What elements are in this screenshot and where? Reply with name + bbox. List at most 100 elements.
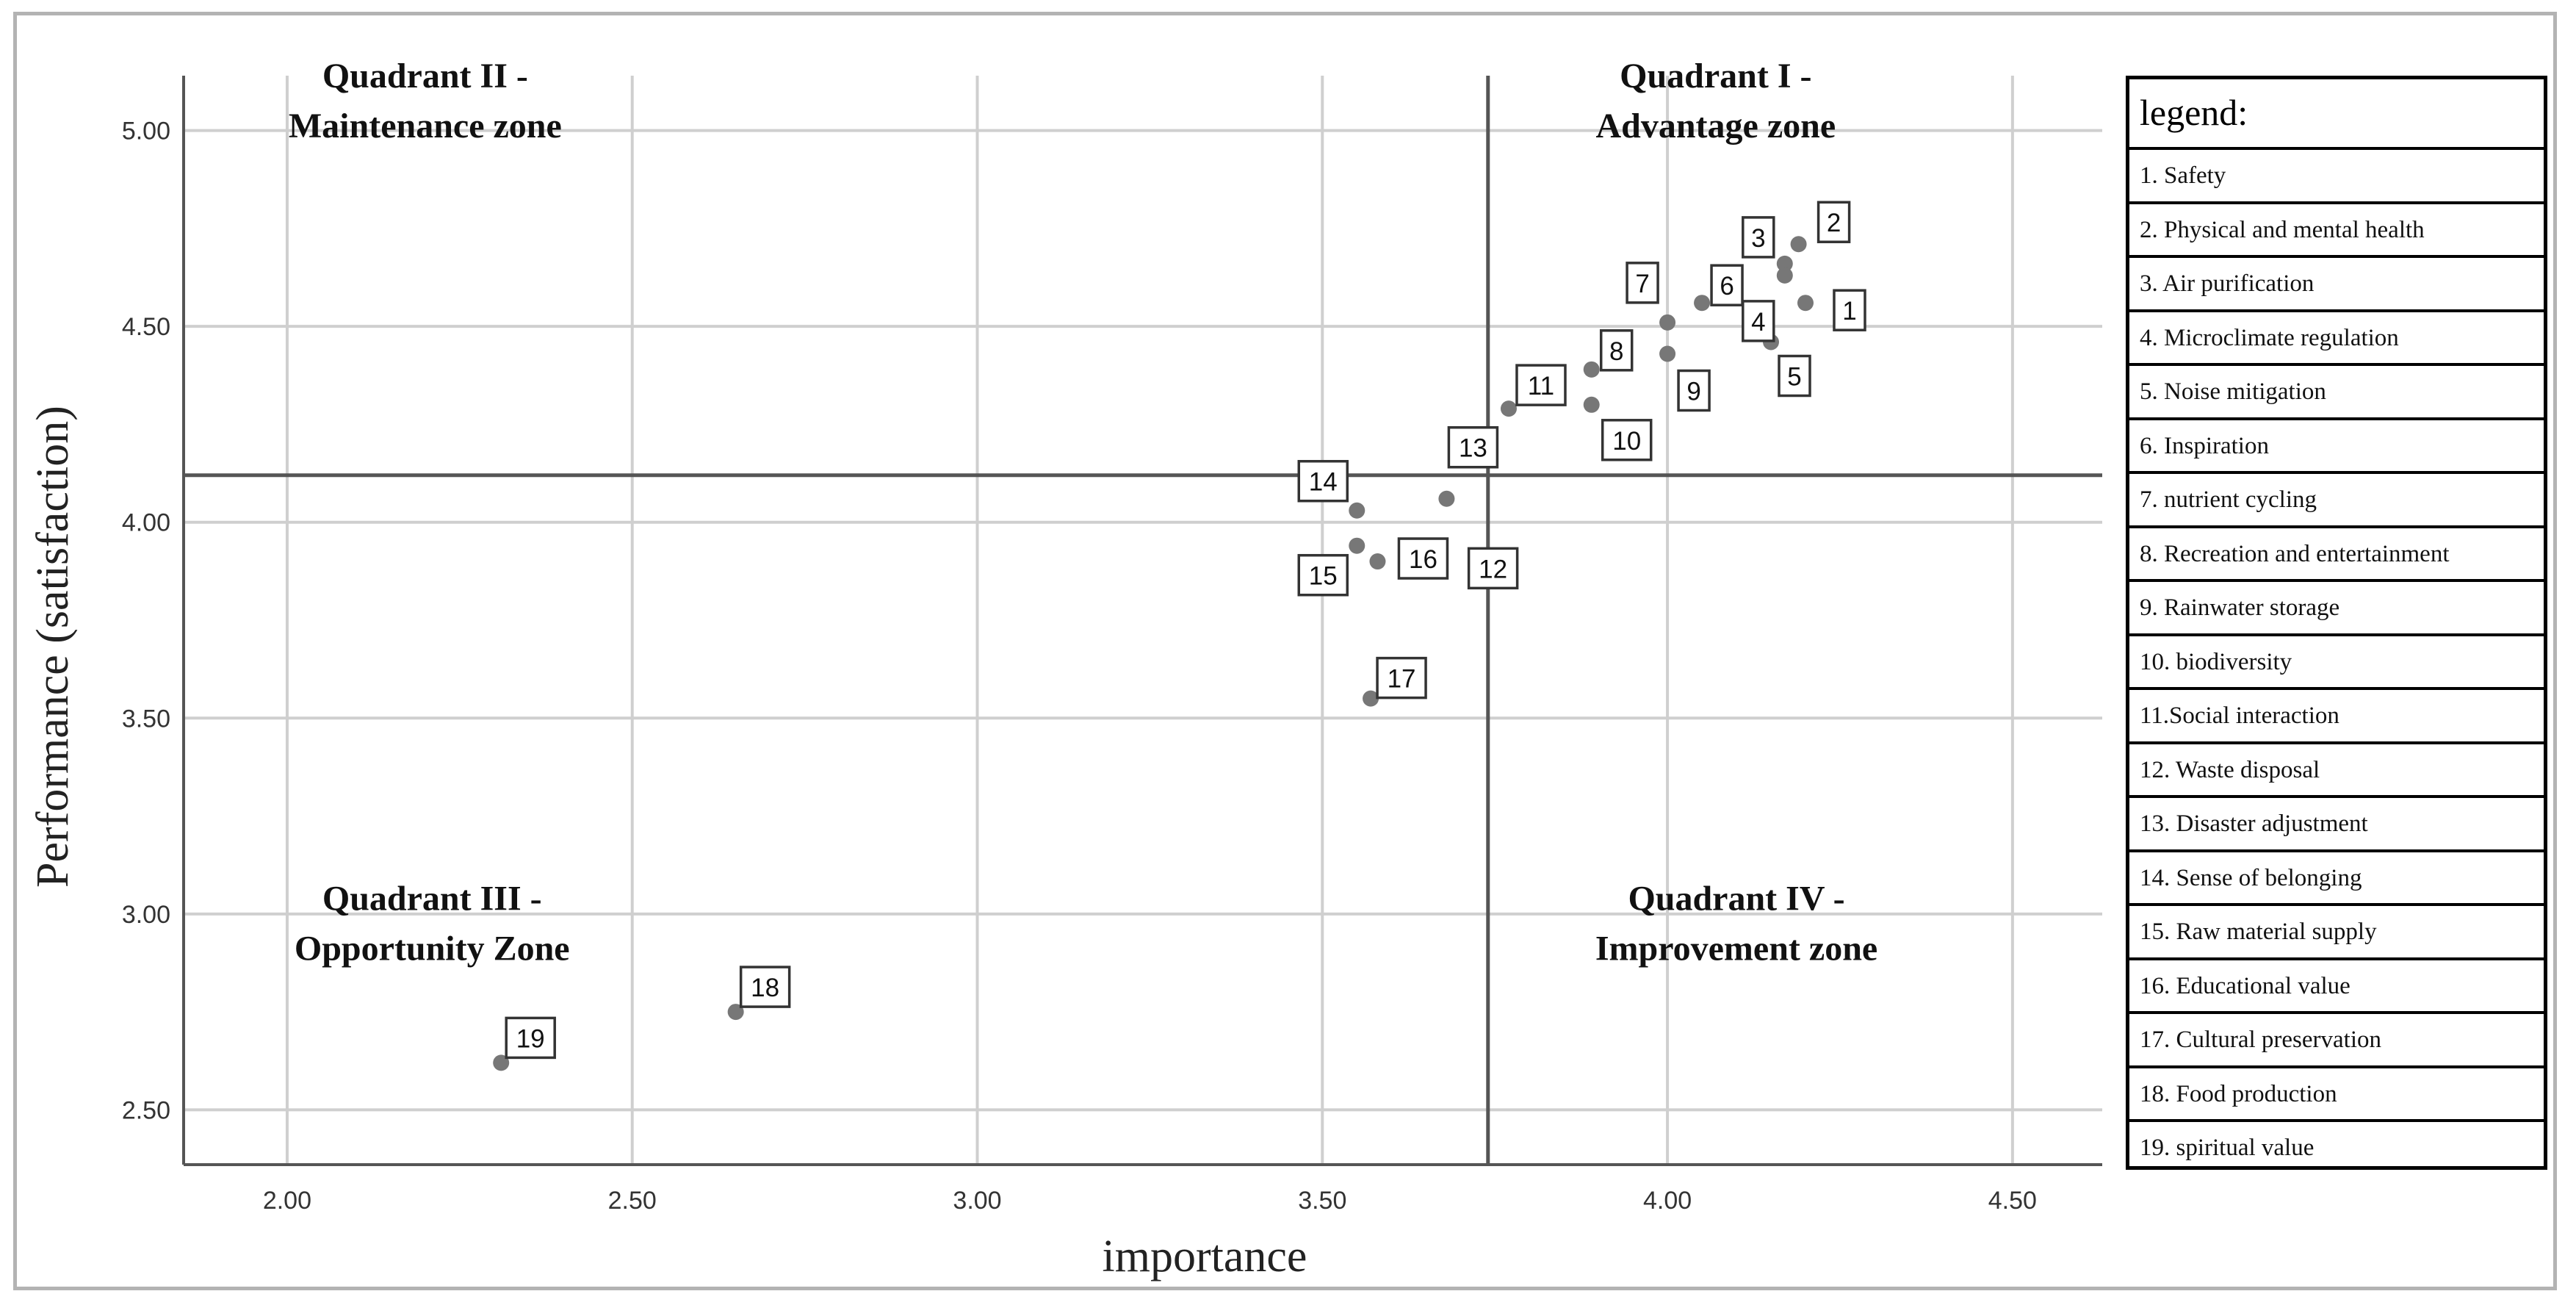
y-tick-label: 4.50 [122, 313, 170, 341]
grid [184, 76, 2102, 1165]
x-tick-label: 4.50 [1988, 1187, 2037, 1215]
quadrant-label-q3: Opportunity Zone [295, 929, 570, 968]
quadrant-label-q2: Maintenance zone [289, 107, 562, 145]
x-tick-label: 4.00 [1643, 1187, 1692, 1215]
data-point [1583, 361, 1600, 378]
point-label-text: 17 [1388, 665, 1416, 694]
legend-item: 8. Recreation and entertainment [2129, 528, 2544, 582]
data-point [1659, 345, 1676, 362]
data-point [1349, 537, 1365, 554]
mean-lines [184, 76, 2102, 1165]
x-tick-label: 2.00 [263, 1187, 311, 1215]
point-label: 1 [1833, 289, 1866, 331]
point-label-text: 13 [1459, 434, 1487, 463]
legend-item: 11.Social interaction [2129, 690, 2544, 744]
point-label-text: 19 [516, 1024, 545, 1053]
point-label-box [1816, 201, 1851, 243]
y-tick-label: 3.00 [122, 901, 170, 929]
legend-item: 1. Safety [2129, 150, 2544, 204]
point-label-text: 6 [1720, 272, 1733, 301]
point-label-box [1467, 547, 1519, 590]
point-label: 7 [1626, 262, 1659, 304]
point-label: 17 [1376, 656, 1427, 700]
point-label: 19 [505, 1016, 556, 1060]
legend-item: 7. nutrient cycling [2129, 474, 2544, 528]
point-label-box [1376, 656, 1427, 700]
legend-item: 18. Food production [2129, 1068, 2544, 1122]
legend-item: 5. Noise mitigation [2129, 366, 2544, 420]
point-label-text: 4 [1751, 308, 1765, 337]
point-label-text: 7 [1635, 270, 1649, 298]
quadrant-label-q4: Quadrant IV - [1628, 879, 1844, 918]
point-label-box [1515, 364, 1567, 406]
point-label: 6 [1710, 264, 1744, 306]
legend-items: 1. Safety 2. Physical and mental health 3.… [2129, 150, 2544, 1176]
legend-item: 19. spiritual value [2140, 1135, 2315, 1161]
point-label: 8 [1599, 329, 1634, 372]
point-label-box [1742, 300, 1775, 342]
legend-item: 16. Educational value [2129, 960, 2544, 1014]
legend: legend: 1. Safety 2. Physical and mental … [2126, 76, 2547, 1170]
point-label-box [1742, 216, 1775, 259]
point-label: 10 [1601, 419, 1653, 461]
point-label: 16 [1397, 537, 1449, 580]
data-point [1583, 396, 1600, 413]
point-label-box [1778, 354, 1811, 398]
quadrant-label-q1: Advantage zone [1596, 107, 1836, 145]
data-point [1790, 236, 1807, 253]
point-label-text: 9 [1686, 377, 1700, 406]
point-label: 18 [739, 966, 791, 1008]
point-label: 14 [1297, 459, 1349, 503]
point-label-text: 3 [1751, 224, 1765, 253]
point-label-box [1397, 537, 1449, 580]
x-axis-label: importance [1103, 1232, 1307, 1281]
point-label-text: 1 [1842, 297, 1856, 326]
point-label-text: 16 [1409, 545, 1437, 574]
point-label-box [739, 966, 791, 1008]
point-label-text: 11 [1528, 372, 1554, 400]
data-point [1363, 690, 1379, 707]
point-label-box [1447, 425, 1499, 469]
point-label-box [1297, 459, 1349, 503]
quadrant-label-q4: Improvement zone [1595, 929, 1877, 968]
legend-item: 15. Raw material supply [2129, 906, 2544, 960]
point-label: 3 [1742, 216, 1775, 259]
x-tick-label: 3.00 [953, 1187, 1001, 1215]
data-point [1500, 400, 1517, 417]
point-label: 11 [1515, 364, 1567, 406]
data-point [1797, 295, 1814, 312]
quadrant-label-q3: Quadrant III - [322, 879, 542, 918]
legend-item: 13. Disaster adjustment [2129, 798, 2544, 852]
legend-item: 12. Waste disposal [2129, 744, 2544, 798]
point-label-box [1297, 553, 1349, 597]
point-label-box [505, 1016, 556, 1060]
y-tick-label: 2.50 [122, 1096, 170, 1124]
legend-item: 9. Rainwater storage [2129, 582, 2544, 636]
quadrant-labels: Quadrant II - Maintenance zone Quadrant I … [289, 57, 1877, 968]
point-label-text: 12 [1479, 555, 1507, 583]
data-point [1694, 295, 1711, 312]
x-tick-label: 2.50 [608, 1187, 657, 1215]
y-tick-label: 5.00 [122, 118, 170, 145]
point-label-box [1833, 289, 1866, 331]
legend-item: 3. Air purification [2129, 258, 2544, 312]
point-label-text: 15 [1309, 562, 1338, 591]
point-label-box [1710, 264, 1744, 306]
point-label: 4 [1742, 300, 1775, 342]
data-point [1369, 553, 1386, 570]
y-tick-label: 3.50 [122, 705, 170, 733]
point-label: 5 [1778, 354, 1811, 398]
point-label-box [1601, 419, 1653, 461]
legend-item: 4. Microclimate regulation [2129, 312, 2544, 366]
quadrant-label-q2: Quadrant II - [322, 57, 528, 96]
point-label: 13 [1447, 425, 1499, 469]
data-point [1349, 502, 1365, 519]
legend-item: 17. Cultural preservation [2129, 1014, 2544, 1068]
y-axis-label: Performance (satisfaction) [28, 406, 78, 888]
data-point [1776, 267, 1793, 284]
quadrant-label-q1: Quadrant I - [1620, 57, 1811, 96]
axes [182, 76, 2102, 1166]
point-label-box [1677, 369, 1711, 412]
point-label-box [1626, 262, 1659, 304]
point-label-text: 18 [751, 974, 779, 1002]
